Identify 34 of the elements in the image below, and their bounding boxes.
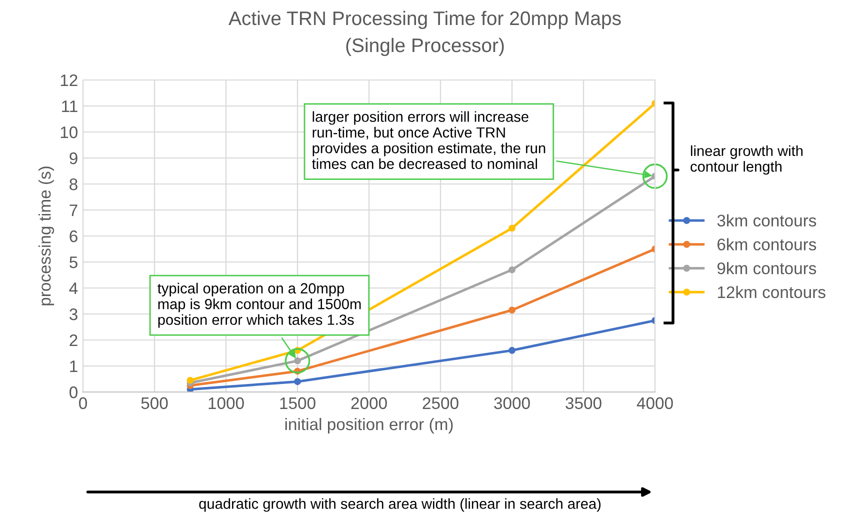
y-tick-label: 4 (69, 282, 78, 294)
legend-label: 6km contours (718, 238, 816, 250)
x-tick-label: 1000 (208, 397, 244, 410)
annotation: typical operation on a 20mpp map is 9km contour and 1500m position error which takes 1.3s (158, 282, 361, 328)
x-tick-label: 2500 (422, 397, 458, 410)
y-tick-label: 12 (60, 74, 78, 86)
x-tick-label: 0 (79, 397, 87, 410)
y-tick-label: 10 (60, 126, 78, 138)
x-tick-label: 1500 (280, 397, 316, 410)
x-tick-label: 500 (141, 397, 168, 410)
legend-label: 12km contours (718, 286, 826, 298)
y-tick-label: 0 (70, 386, 78, 398)
annotation: larger position errors will increase run-time, but once Active TRN provides a position estimate, the run times can be decreased to nominal (312, 111, 546, 170)
y-tick-label: 9 (70, 152, 78, 164)
y-tick-label: 6 (70, 230, 78, 242)
y-tick-label: 8 (70, 178, 78, 190)
chart-title: Active TRN Processing Time for 20mpp Maps (228, 10, 621, 30)
y-tick-label: 11 (62, 100, 78, 112)
x-axis-title: initial position error (m) (285, 418, 453, 434)
x-tick-label: 2000 (351, 397, 387, 410)
x-tick-label: 4000 (636, 397, 673, 410)
x-tick-label: 3500 (566, 397, 602, 410)
chart-subtitle: (Single Processor) (346, 38, 504, 56)
y-tick-label: 3 (70, 308, 78, 320)
text: linear growth with contour length (690, 145, 803, 175)
y-tick-label: 1 (70, 360, 78, 372)
y-tick-label: 7 (70, 204, 78, 216)
y-tick-label: 5 (70, 256, 78, 268)
y-tick-label: 2 (70, 334, 78, 346)
text: quadratic growth with search area width (linear in search area) (199, 498, 601, 512)
y-axis-title: processing time (s) (38, 166, 54, 306)
x-tick-label: 3000 (494, 397, 530, 410)
legend-label: 9km contours (717, 262, 816, 274)
legend-label: 3km contours (717, 214, 816, 227)
